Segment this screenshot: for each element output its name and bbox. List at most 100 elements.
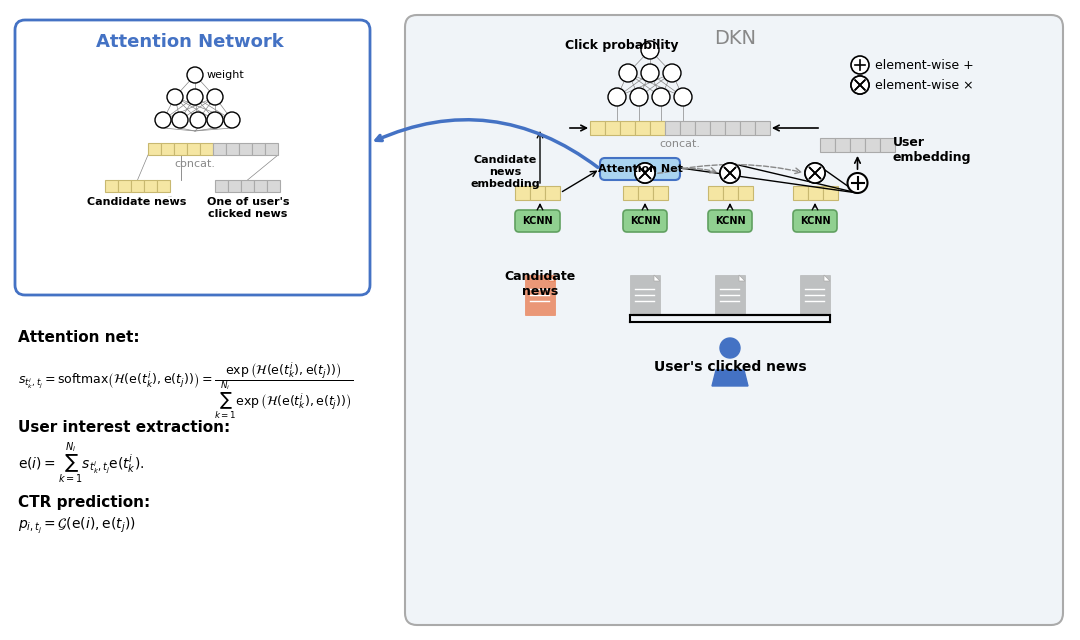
Circle shape	[720, 163, 740, 183]
Circle shape	[635, 163, 654, 183]
Circle shape	[642, 41, 659, 59]
Bar	[638, 186, 653, 200]
Bar	[665, 121, 680, 135]
FancyBboxPatch shape	[708, 210, 752, 232]
Bar	[835, 138, 850, 152]
Text: $s_{t_k^i, t_j} = \mathrm{softmax}\left(\mathcal{H}(\mathrm{e}(t_k^i), \mathrm{e: $s_{t_k^i, t_j} = \mathrm{softmax}\left(…	[18, 360, 353, 420]
Text: element-wise ×: element-wise ×	[875, 79, 974, 92]
Circle shape	[635, 163, 654, 183]
Circle shape	[156, 112, 171, 128]
Bar	[755, 121, 770, 135]
FancyBboxPatch shape	[15, 20, 370, 295]
Polygon shape	[824, 275, 831, 281]
Bar	[174, 143, 187, 155]
Bar	[708, 186, 723, 200]
Bar	[800, 275, 831, 315]
Bar	[723, 186, 738, 200]
Bar	[590, 121, 605, 135]
Circle shape	[630, 88, 648, 106]
Polygon shape	[712, 370, 748, 386]
Text: KCNN: KCNN	[630, 216, 660, 226]
Text: Candidate
news: Candidate news	[504, 270, 576, 298]
Bar	[653, 186, 669, 200]
Circle shape	[190, 112, 206, 128]
Circle shape	[663, 64, 681, 82]
Bar	[200, 143, 213, 155]
Bar	[710, 121, 725, 135]
Circle shape	[851, 76, 869, 94]
Text: Attention Network: Attention Network	[96, 33, 284, 51]
FancyBboxPatch shape	[623, 210, 667, 232]
Bar	[715, 275, 745, 315]
Bar	[148, 143, 161, 155]
Bar	[635, 121, 650, 135]
Text: User
embedding: User embedding	[892, 136, 971, 164]
Bar	[118, 180, 131, 192]
Circle shape	[172, 112, 188, 128]
Bar	[793, 186, 808, 200]
Bar	[740, 121, 755, 135]
Text: One of user's
clicked news: One of user's clicked news	[206, 197, 289, 219]
Text: User's clicked news: User's clicked news	[653, 360, 807, 374]
Circle shape	[207, 89, 222, 105]
Bar	[187, 143, 200, 155]
Text: KCNN: KCNN	[799, 216, 831, 226]
Text: concat.: concat.	[175, 159, 216, 169]
FancyBboxPatch shape	[600, 158, 680, 180]
Text: Candidate news: Candidate news	[87, 197, 187, 207]
Circle shape	[642, 64, 659, 82]
Bar	[131, 180, 144, 192]
Bar	[630, 275, 660, 315]
Text: concat.: concat.	[167, 196, 173, 197]
Text: $p_{i, t_j} = \mathcal{G}(\mathrm{e}(i), \mathrm{e}(t_j))$: $p_{i, t_j} = \mathcal{G}(\mathrm{e}(i),…	[18, 515, 136, 534]
Circle shape	[652, 88, 670, 106]
Bar	[530, 186, 545, 200]
Circle shape	[207, 112, 222, 128]
Circle shape	[720, 338, 740, 358]
Text: concat.: concat.	[660, 139, 701, 149]
Circle shape	[848, 173, 867, 193]
Text: Click probability: Click probability	[565, 38, 678, 51]
Bar	[105, 180, 118, 192]
Bar	[226, 143, 239, 155]
Circle shape	[805, 163, 825, 183]
Circle shape	[167, 89, 183, 105]
Bar	[808, 186, 823, 200]
Text: weight: weight	[207, 70, 245, 80]
Bar	[725, 121, 740, 135]
Bar	[865, 138, 880, 152]
Bar	[680, 121, 696, 135]
Bar	[144, 180, 157, 192]
FancyBboxPatch shape	[793, 210, 837, 232]
Bar	[267, 180, 280, 192]
Circle shape	[851, 56, 869, 74]
Circle shape	[805, 163, 825, 183]
Text: KCNN: KCNN	[523, 216, 553, 226]
Text: element-wise +: element-wise +	[875, 58, 974, 72]
Bar	[252, 143, 265, 155]
Text: Attention net:: Attention net:	[18, 330, 139, 345]
Bar	[850, 138, 865, 152]
Bar	[738, 186, 753, 200]
Circle shape	[851, 76, 869, 94]
Bar	[241, 180, 254, 192]
Bar	[213, 143, 226, 155]
Bar	[215, 180, 228, 192]
Bar	[239, 143, 252, 155]
FancyBboxPatch shape	[405, 15, 1063, 625]
Circle shape	[674, 88, 692, 106]
Bar	[880, 138, 895, 152]
Bar	[823, 186, 838, 200]
Polygon shape	[549, 275, 555, 281]
Circle shape	[224, 112, 240, 128]
Bar	[605, 121, 620, 135]
Bar	[650, 121, 665, 135]
FancyBboxPatch shape	[515, 210, 561, 232]
Text: Candidate
news
embedding: Candidate news embedding	[470, 156, 540, 189]
Bar	[623, 186, 638, 200]
Text: KCNN: KCNN	[715, 216, 745, 226]
Text: User interest extraction:: User interest extraction:	[18, 420, 230, 435]
Circle shape	[187, 67, 203, 83]
Text: CTR prediction:: CTR prediction:	[18, 495, 150, 510]
Bar	[515, 186, 530, 200]
